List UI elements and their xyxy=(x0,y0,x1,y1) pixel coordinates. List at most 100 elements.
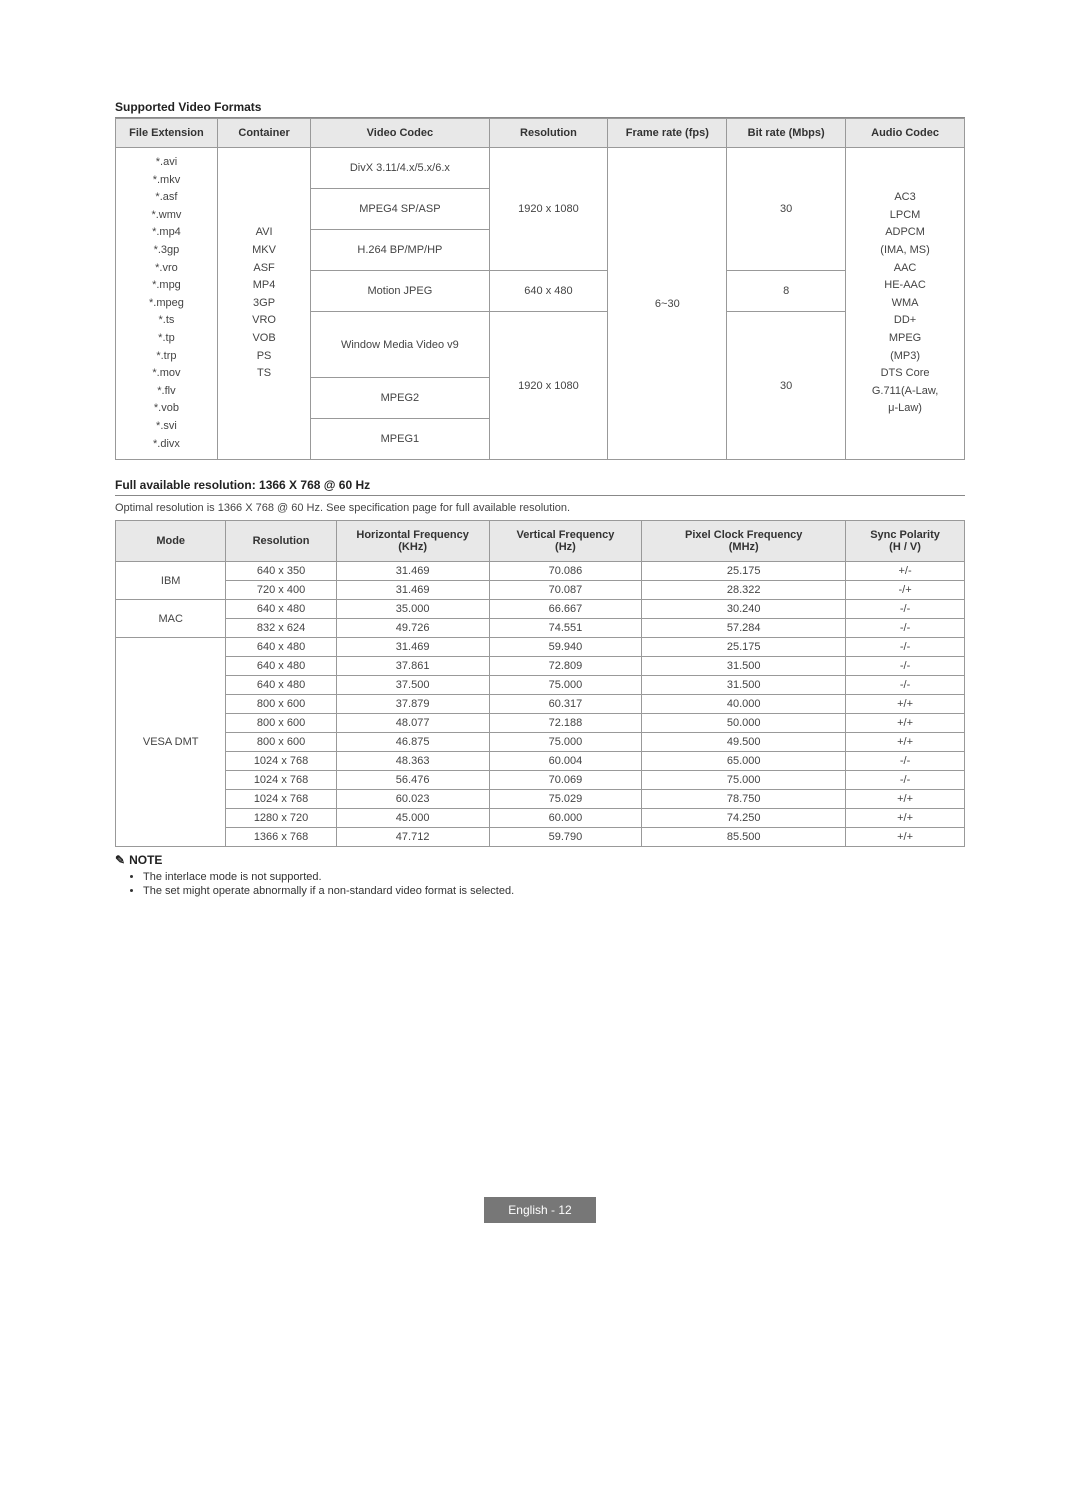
cell-bit-rate: 30 xyxy=(727,312,846,460)
footer-sep: - xyxy=(551,1203,555,1217)
cell-value: 640 x 480 xyxy=(226,638,336,657)
cell-value: 48.077 xyxy=(336,714,489,733)
cell-value: 31.469 xyxy=(336,581,489,600)
table-row: VESA DMT640 x 48031.46959.94025.175-/- xyxy=(116,638,965,657)
note-icon: ✎ xyxy=(115,853,125,867)
table-row: 720 x 40031.46970.08728.322-/+ xyxy=(116,581,965,600)
cell-resolution: 1920 x 1080 xyxy=(489,312,608,460)
cell-value: 65.000 xyxy=(642,752,846,771)
hdr-container: Container xyxy=(217,119,310,148)
resolution-title: Full available resolution: 1366 X 768 @ … xyxy=(115,478,965,496)
cell-value: 50.000 xyxy=(642,714,846,733)
cell-value: 1024 x 768 xyxy=(226,771,336,790)
table-row: MAC640 x 48035.00066.66730.240-/- xyxy=(116,600,965,619)
cell-value: 46.875 xyxy=(336,733,489,752)
cell-value: 72.809 xyxy=(489,657,642,676)
table-row: 1024 x 76848.36360.00465.000-/- xyxy=(116,752,965,771)
cell-value: 60.000 xyxy=(489,809,642,828)
cell-codec: Motion JPEG xyxy=(311,271,489,312)
cell-value: 60.317 xyxy=(489,695,642,714)
cell-value: 37.500 xyxy=(336,676,489,695)
cell-file-extensions: *.avi *.mkv *.asf *.wmv *.mp4 *.3gp *.vr… xyxy=(116,148,218,460)
cell-audio-codec: AC3 LPCM ADPCM (IMA, MS) AAC HE-AAC WMA … xyxy=(846,148,965,460)
cell-value: 59.790 xyxy=(489,828,642,847)
note-item: The set might operate abnormally if a no… xyxy=(143,885,965,897)
cell-value: 48.363 xyxy=(336,752,489,771)
cell-value: 35.000 xyxy=(336,600,489,619)
cell-value: 40.000 xyxy=(642,695,846,714)
cell-value: 832 x 624 xyxy=(226,619,336,638)
page-footer: English - 12 xyxy=(115,1197,965,1223)
cell-value: 70.087 xyxy=(489,581,642,600)
cell-value: -/+ xyxy=(846,581,965,600)
cell-value: -/- xyxy=(846,638,965,657)
cell-bit-rate: 8 xyxy=(727,271,846,312)
cell-value: 75.000 xyxy=(489,676,642,695)
table-row: 1280 x 72045.00060.00074.250+/+ xyxy=(116,809,965,828)
note-list: The interlace mode is not supported. The… xyxy=(143,871,965,897)
cell-value: 56.476 xyxy=(336,771,489,790)
cell-codec: DivX 3.11/4.x/5.x/6.x xyxy=(311,148,489,189)
resolution-subtitle: Optimal resolution is 1366 X 768 @ 60 Hz… xyxy=(115,502,965,514)
cell-value: 1024 x 768 xyxy=(226,790,336,809)
cell-value: 640 x 480 xyxy=(226,600,336,619)
cell-value: 37.861 xyxy=(336,657,489,676)
cell-value: -/- xyxy=(846,752,965,771)
cell-value: +/+ xyxy=(846,809,965,828)
cell-value: 60.023 xyxy=(336,790,489,809)
cell-value: 75.000 xyxy=(489,733,642,752)
cell-value: -/- xyxy=(846,771,965,790)
footer-lang: English xyxy=(508,1203,547,1217)
hdr-resolution: Resolution xyxy=(226,521,336,562)
table-row: 640 x 48037.50075.00031.500-/- xyxy=(116,676,965,695)
cell-value: 640 x 480 xyxy=(226,676,336,695)
cell-value: 28.322 xyxy=(642,581,846,600)
cell-codec: MPEG2 xyxy=(311,378,489,419)
cell-value: 66.667 xyxy=(489,600,642,619)
note-item: The interlace mode is not supported. xyxy=(143,871,965,883)
hdr-frame-rate: Frame rate (fps) xyxy=(608,119,727,148)
table-header-row: File Extension Container Video Codec Res… xyxy=(116,119,965,148)
cell-value: +/+ xyxy=(846,733,965,752)
table-header-row: Mode Resolution Horizontal Frequency (KH… xyxy=(116,521,965,562)
cell-value: 49.726 xyxy=(336,619,489,638)
cell-value: 60.004 xyxy=(489,752,642,771)
cell-value: -/- xyxy=(846,600,965,619)
cell-resolution: 1920 x 1080 xyxy=(489,148,608,271)
cell-value: 49.500 xyxy=(642,733,846,752)
cell-value: 85.500 xyxy=(642,828,846,847)
table-row: 1366 x 76847.71259.79085.500+/+ xyxy=(116,828,965,847)
table-row: 1024 x 76856.47670.06975.000-/- xyxy=(116,771,965,790)
cell-value: 72.188 xyxy=(489,714,642,733)
cell-frame-rate: 6~30 xyxy=(608,148,727,460)
hdr-audio-codec: Audio Codec xyxy=(846,119,965,148)
cell-value: 25.175 xyxy=(642,638,846,657)
table-row: 640 x 48037.86172.80931.500-/- xyxy=(116,657,965,676)
cell-value: -/- xyxy=(846,619,965,638)
cell-mode: IBM xyxy=(116,562,226,600)
hdr-horiz-freq: Horizontal Frequency (KHz) xyxy=(336,521,489,562)
hdr-video-codec: Video Codec xyxy=(311,119,489,148)
cell-value: 78.750 xyxy=(642,790,846,809)
cell-resolution: 640 x 480 xyxy=(489,271,608,312)
cell-value: 47.712 xyxy=(336,828,489,847)
cell-value: +/+ xyxy=(846,714,965,733)
video-formats-table: File Extension Container Video Codec Res… xyxy=(115,118,965,460)
cell-value: 640 x 480 xyxy=(226,657,336,676)
hdr-mode: Mode xyxy=(116,521,226,562)
cell-value: 31.469 xyxy=(336,562,489,581)
cell-value: 640 x 350 xyxy=(226,562,336,581)
cell-value: 31.469 xyxy=(336,638,489,657)
cell-value: 31.500 xyxy=(642,676,846,695)
video-formats-title: Supported Video Formats xyxy=(115,100,965,118)
cell-value: 57.284 xyxy=(642,619,846,638)
cell-value: 31.500 xyxy=(642,657,846,676)
cell-codec: MPEG1 xyxy=(311,419,489,460)
cell-value: -/- xyxy=(846,676,965,695)
note-label: NOTE xyxy=(129,853,162,867)
cell-containers: AVI MKV ASF MP4 3GP VRO VOB PS TS xyxy=(217,148,310,460)
note-heading: ✎ NOTE xyxy=(115,853,965,867)
cell-value: 720 x 400 xyxy=(226,581,336,600)
resolution-table: Mode Resolution Horizontal Frequency (KH… xyxy=(115,520,965,847)
cell-value: +/+ xyxy=(846,695,965,714)
